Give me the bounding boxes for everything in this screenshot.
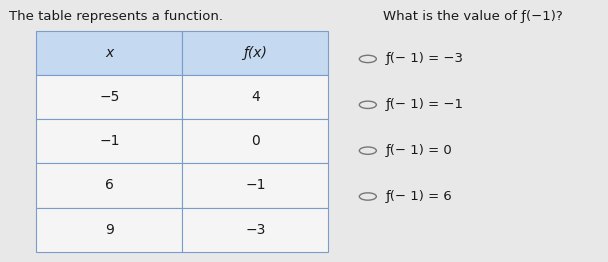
Bar xyxy=(182,208,328,252)
Text: ƒ(− 1) = −3: ƒ(− 1) = −3 xyxy=(386,52,464,66)
Text: 0: 0 xyxy=(251,134,260,149)
Text: −5: −5 xyxy=(99,90,120,105)
Bar xyxy=(36,208,182,252)
Text: ƒ(− 1) = 6: ƒ(− 1) = 6 xyxy=(386,190,453,203)
Text: ƒ(x): ƒ(x) xyxy=(243,46,268,61)
Text: −3: −3 xyxy=(245,222,266,237)
Text: The table represents a function.: The table represents a function. xyxy=(9,10,223,24)
Bar xyxy=(182,119,328,163)
Text: 9: 9 xyxy=(105,222,114,237)
Bar xyxy=(182,163,328,208)
Bar xyxy=(36,31,182,75)
Bar xyxy=(36,163,182,208)
Text: x: x xyxy=(105,46,114,61)
Text: −1: −1 xyxy=(245,178,266,193)
Text: −1: −1 xyxy=(99,134,120,149)
Bar xyxy=(36,75,182,119)
Text: ƒ(− 1) = −1: ƒ(− 1) = −1 xyxy=(386,98,464,111)
Bar xyxy=(36,119,182,163)
Text: 6: 6 xyxy=(105,178,114,193)
Text: What is the value of ƒ(−1)?: What is the value of ƒ(−1)? xyxy=(383,10,563,24)
Text: 4: 4 xyxy=(251,90,260,105)
Text: ƒ(− 1) = 0: ƒ(− 1) = 0 xyxy=(386,144,453,157)
Bar xyxy=(182,75,328,119)
Bar xyxy=(182,31,328,75)
